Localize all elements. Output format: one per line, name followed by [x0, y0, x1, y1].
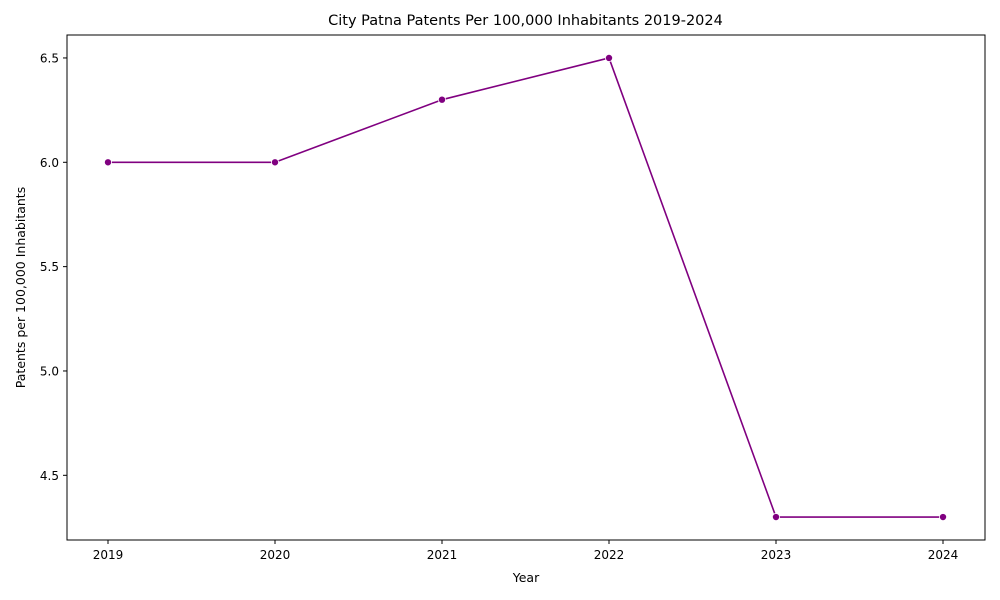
series-line [108, 58, 943, 517]
x-tick-label: 2022 [594, 548, 625, 562]
data-point [939, 513, 946, 520]
x-axis-label: Year [512, 570, 540, 585]
y-axis-label: Patents per 100,000 Inhabitants [13, 187, 28, 388]
data-point [104, 159, 111, 166]
y-tick-label: 5.5 [40, 260, 59, 274]
data-point [271, 159, 278, 166]
x-tick-label: 2023 [761, 548, 792, 562]
y-tick-label: 4.5 [40, 469, 59, 483]
x-tick-label: 2024 [928, 548, 959, 562]
y-axis: 4.5 5.0 5.5 6.0 6.5 [40, 51, 67, 482]
chart-title: City Patna Patents Per 100,000 Inhabitan… [328, 13, 723, 29]
y-tick-label: 6.0 [40, 156, 59, 170]
x-tick-label: 2019 [93, 548, 124, 562]
y-tick-label: 6.5 [40, 51, 59, 65]
data-point [772, 513, 779, 520]
x-axis: 2019 2020 2021 2022 2023 2024 [93, 540, 959, 562]
x-tick-label: 2020 [260, 548, 291, 562]
data-point [605, 54, 612, 61]
plot-area [67, 35, 985, 540]
x-tick-label: 2021 [427, 548, 458, 562]
series-layer [104, 54, 946, 520]
data-point [438, 96, 445, 103]
y-tick-label: 5.0 [40, 364, 59, 378]
